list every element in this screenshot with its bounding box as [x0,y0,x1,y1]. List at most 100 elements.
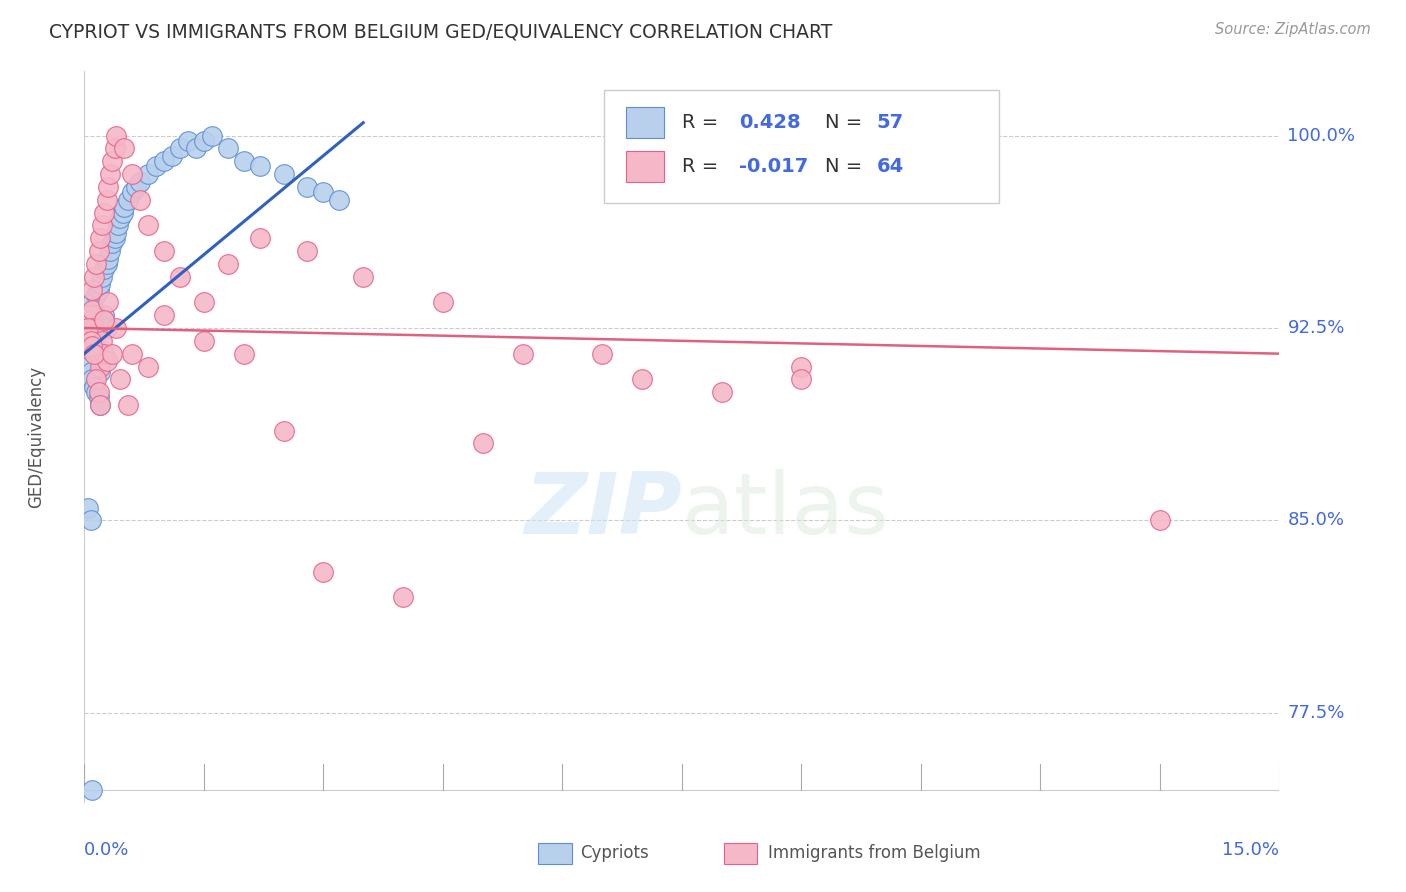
Point [93,346,115,360]
Point [82,303,104,318]
Point [98,167,121,181]
Text: -0.017: -0.017 [740,157,808,176]
Point [82,295,104,310]
Point [160,149,183,163]
Point [97,295,120,310]
Point [93,313,115,327]
Text: 57: 57 [877,113,904,132]
Point [90,219,112,233]
Text: R =: R = [682,113,724,132]
Point [96,193,118,207]
Point [112,141,135,155]
Text: 0.428: 0.428 [740,113,801,132]
Point [83,380,105,394]
Point [249,231,271,245]
Point [96,354,118,368]
Text: 15.0%: 15.0% [1222,841,1279,859]
Point [153,308,176,322]
Point [89,231,111,245]
Bar [626,151,664,182]
Point [98,244,121,258]
Point [86,287,108,301]
Point [82,283,104,297]
Point [82,372,104,386]
Point [312,565,335,579]
Point [512,346,534,360]
Point [97,252,120,266]
Point [145,159,167,173]
Point [471,436,494,450]
Point [90,334,112,348]
Point [89,359,111,374]
Point [77,500,100,515]
Point [121,185,143,199]
Point [121,167,143,181]
Point [77,321,100,335]
Point [83,269,105,284]
Point [80,308,103,322]
Point [93,308,115,322]
Point [136,359,159,374]
Point [93,262,115,277]
Point [169,269,191,284]
Point [232,154,254,169]
Point [169,141,191,155]
Point [87,359,110,374]
Text: GED/Equivalency: GED/Equivalency [28,366,45,508]
Point [87,244,110,258]
Point [87,283,110,297]
Point [105,226,128,240]
Point [193,334,215,348]
Text: 100.0%: 100.0% [1288,127,1355,145]
Point [201,128,224,143]
FancyBboxPatch shape [605,90,998,203]
Point [352,269,374,284]
Point [217,257,239,271]
Point [217,141,239,155]
Point [129,193,152,207]
Point [89,277,111,292]
Point [80,365,103,379]
Point [86,385,108,400]
Point [184,141,207,155]
Point [710,385,733,400]
Point [136,219,159,233]
Point [790,359,813,374]
Point [249,159,271,173]
Text: Immigrants from Belgium: Immigrants from Belgium [768,844,980,863]
Point [1149,514,1171,528]
Point [105,321,128,335]
Point [297,244,319,258]
Point [97,179,120,194]
Bar [724,843,758,863]
Point [107,219,129,233]
Point [101,346,124,360]
Point [83,303,105,318]
Point [111,205,134,219]
Point [86,372,108,386]
Point [117,398,139,412]
Point [89,398,111,412]
Point [153,154,176,169]
Point [273,167,295,181]
Text: Cypriots: Cypriots [581,844,650,863]
Point [82,783,104,797]
Point [232,346,254,360]
Point [101,154,124,169]
Text: atlas: atlas [682,468,890,552]
Point [392,591,415,605]
Text: 64: 64 [877,157,904,176]
Point [273,424,295,438]
Point [631,372,654,386]
Point [90,313,112,327]
Text: N =: N = [825,113,869,132]
Point [89,365,111,379]
Point [87,390,110,404]
Text: N =: N = [825,157,869,176]
Point [790,372,813,386]
Point [105,128,128,143]
Point [110,372,132,386]
Point [82,339,104,353]
Point [86,346,108,360]
Text: 85.0%: 85.0% [1288,511,1344,530]
